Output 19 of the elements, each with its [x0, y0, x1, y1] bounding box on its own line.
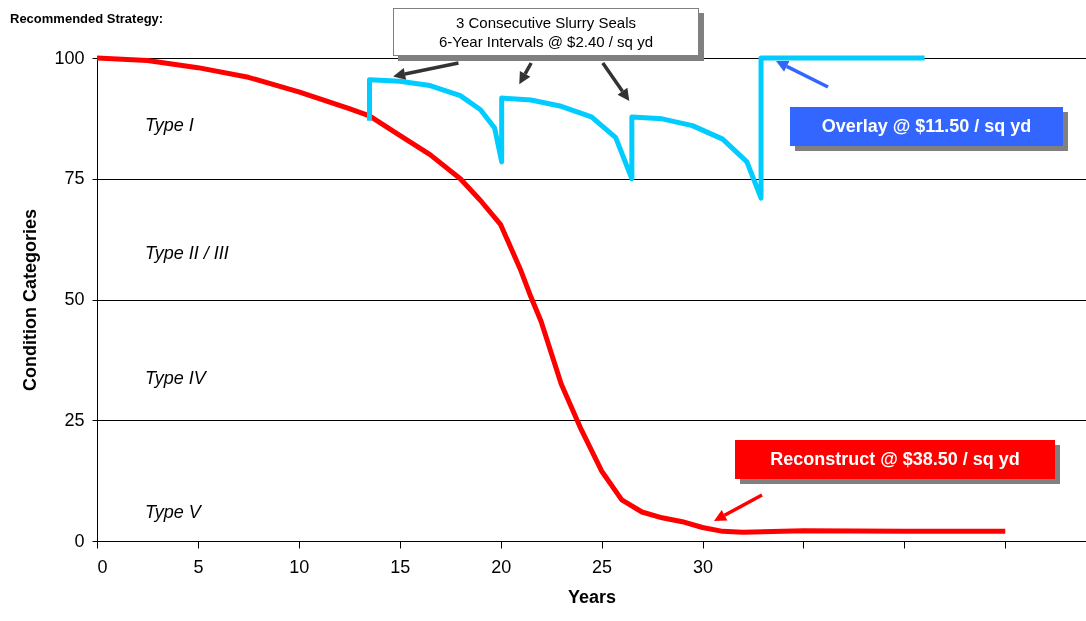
annotation: Type I [145, 114, 194, 136]
x-tick-label: 20 [491, 556, 512, 577]
x-axis-title: Years [567, 586, 617, 607]
y-tick-label: 75 [64, 168, 85, 189]
x-tick-label: 25 [592, 556, 613, 577]
annotation: Type II / III [145, 242, 229, 264]
y-tick-label: 0 [74, 530, 85, 551]
y-tick-label: 25 [64, 409, 85, 430]
y-tick-label: 100 [54, 47, 85, 68]
annotation: Type IV [145, 367, 206, 389]
x-tick-label: 5 [193, 556, 204, 577]
annotation: Type V [145, 501, 201, 523]
x-tick-label: 15 [390, 556, 411, 577]
x-tick-label: 10 [289, 556, 310, 577]
x-tick-label: 0 [97, 556, 108, 577]
y-tick-label: 50 [64, 289, 85, 309]
x-tick-label: 30 [692, 556, 714, 577]
y-axis-title: Condition Categories [20, 208, 41, 392]
chart-title: Recommended Strategy: [10, 11, 164, 26]
